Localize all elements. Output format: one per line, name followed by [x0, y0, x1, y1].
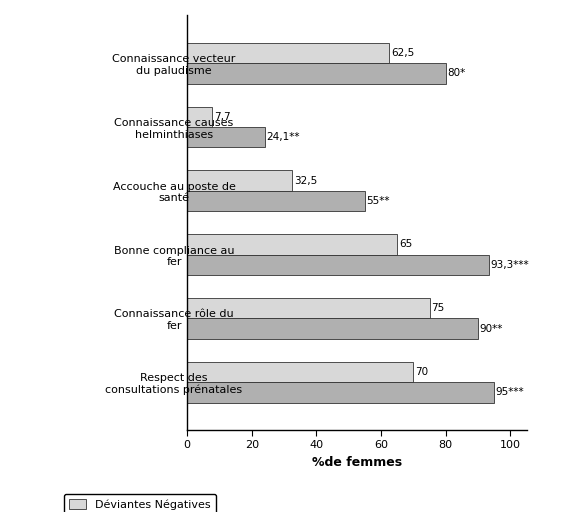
Text: 24,1**: 24,1** [267, 132, 300, 142]
Text: 70: 70 [415, 367, 428, 377]
Bar [187, 362, 414, 382]
Bar [187, 106, 212, 127]
Text: 80*: 80* [448, 69, 466, 78]
Text: 7,7: 7,7 [214, 112, 230, 122]
Text: 55**: 55** [367, 196, 390, 206]
Text: 65: 65 [399, 240, 412, 249]
Bar [187, 298, 429, 318]
Text: 62,5: 62,5 [391, 48, 414, 58]
Bar [187, 43, 389, 63]
X-axis label: %de femmes: %de femmes [312, 456, 402, 469]
Bar [187, 63, 446, 83]
Legend: Déviantes Négatives, Déviantes Positives: Déviantes Négatives, Déviantes Positives [64, 494, 216, 512]
Bar [187, 254, 488, 275]
Bar [187, 234, 397, 254]
Bar [187, 382, 494, 402]
Text: 32,5: 32,5 [294, 176, 317, 186]
Text: 95***: 95*** [496, 388, 524, 397]
Bar [187, 170, 292, 191]
Text: 90**: 90** [480, 324, 503, 334]
Bar [187, 318, 478, 339]
Text: 93,3***: 93,3*** [490, 260, 529, 270]
Text: 75: 75 [431, 303, 445, 313]
Bar [187, 191, 365, 211]
Bar [187, 127, 265, 147]
